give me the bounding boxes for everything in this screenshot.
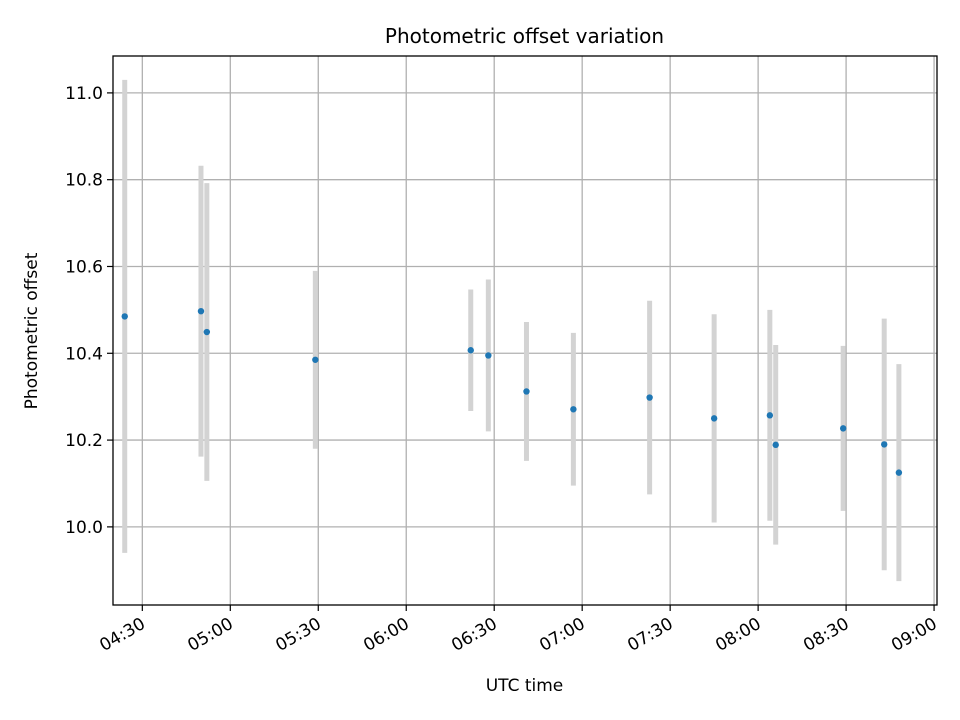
chart-title: Photometric offset variation xyxy=(385,24,664,48)
y-tick-label: 10.8 xyxy=(65,171,103,191)
y-tick-label: 10.0 xyxy=(65,518,103,538)
data-point xyxy=(766,412,774,419)
data-point xyxy=(881,441,888,448)
y-axis-label: Photometric offset xyxy=(22,252,42,409)
data-point xyxy=(467,347,474,354)
data-point xyxy=(570,406,577,413)
x-axis-ticks: 04:30 05:00 05:30 06:00 06:30 07:00 07:30 08:00… xyxy=(96,605,941,656)
data-point xyxy=(121,313,128,320)
data-point xyxy=(839,425,847,432)
data-points xyxy=(121,307,903,476)
x-tick-label: 05:00 xyxy=(184,614,236,656)
x-axis-label: UTC time xyxy=(486,676,564,696)
y-tick-label: 11.0 xyxy=(65,84,103,104)
x-tick-label: 08:30 xyxy=(800,614,852,656)
y-tick-label: 10.6 xyxy=(65,257,103,277)
data-point xyxy=(772,441,779,449)
data-point xyxy=(895,469,903,476)
errorbars xyxy=(122,79,902,582)
data-point xyxy=(646,394,653,401)
y-tick-label: 10.4 xyxy=(65,344,103,364)
x-tick-label: 06:30 xyxy=(448,614,500,656)
x-tick-label: 08:00 xyxy=(712,614,764,656)
x-tick-label: 06:00 xyxy=(360,614,412,656)
x-tick-label: 07:30 xyxy=(624,614,676,656)
y-axis-ticks: 10.0 10.2 10.4 10.6 10.8 11.0 xyxy=(65,84,113,538)
y-tick-label: 10.2 xyxy=(65,431,103,451)
data-point xyxy=(312,356,319,363)
x-tick-label: 09:00 xyxy=(888,614,940,656)
data-point xyxy=(485,352,492,359)
x-tick-label: 07:00 xyxy=(536,614,588,656)
x-tick-label: 04:30 xyxy=(96,614,148,656)
x-tick-label: 05:30 xyxy=(272,614,324,656)
plot-frame xyxy=(112,55,938,606)
data-point xyxy=(197,307,205,315)
data-point xyxy=(710,415,718,422)
data-point xyxy=(523,388,530,395)
data-point xyxy=(203,328,211,336)
